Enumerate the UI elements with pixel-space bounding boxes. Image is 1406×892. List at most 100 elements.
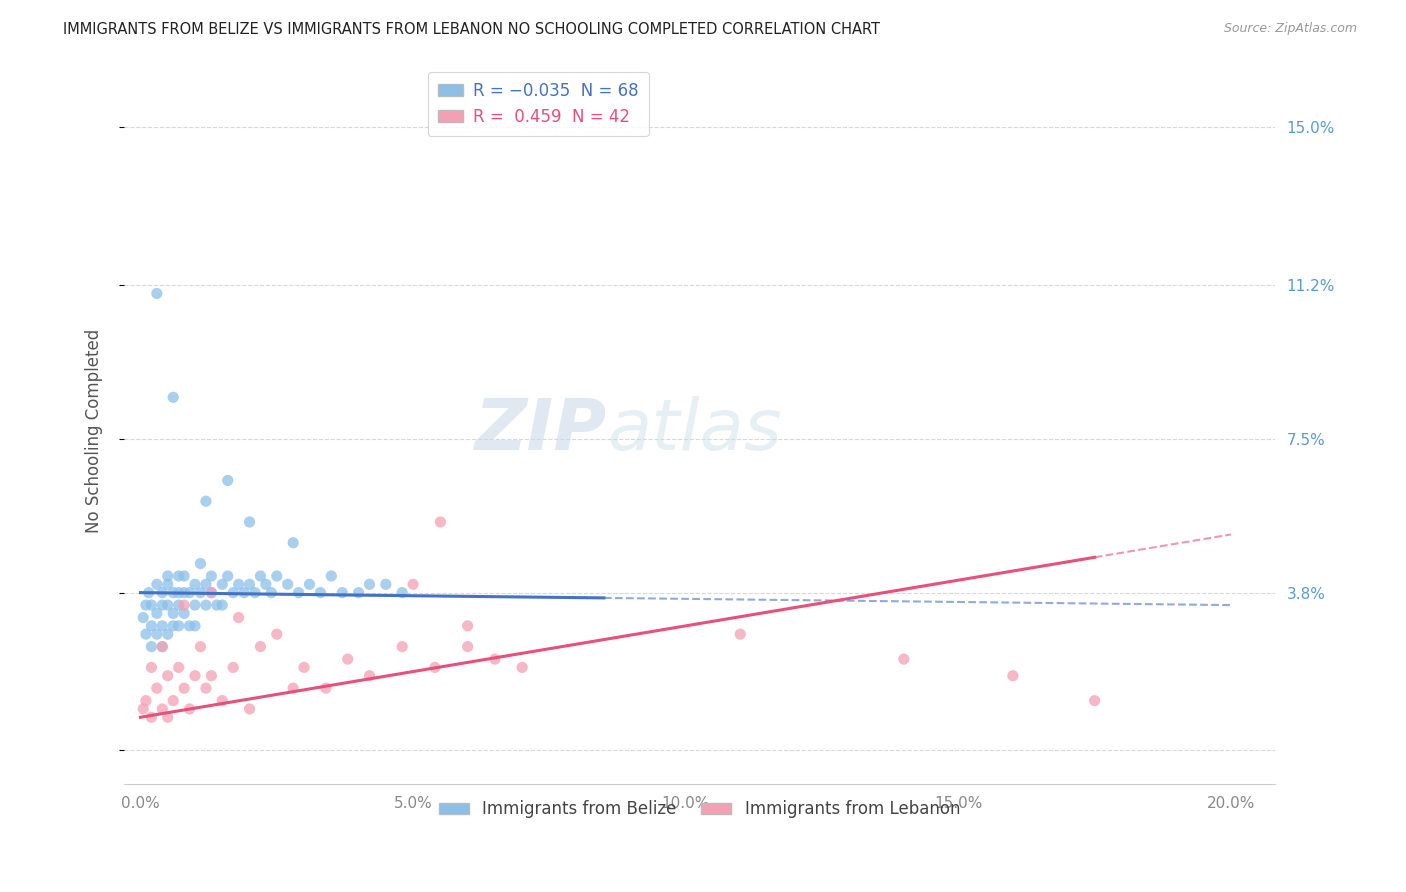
Point: [184, 619, 207, 633]
Point: [315, 681, 337, 695]
Point: [200, 569, 222, 583]
Point: [211, 693, 233, 707]
Point: [156, 710, 179, 724]
Point: [228, 610, 250, 624]
Text: atlas: atlas: [607, 396, 782, 465]
Point: [150, 640, 173, 654]
Point: [194, 577, 217, 591]
Point: [249, 640, 271, 654]
Point: [200, 669, 222, 683]
Point: [298, 577, 321, 591]
Point: [893, 652, 915, 666]
Point: [162, 585, 184, 599]
Point: [141, 619, 163, 633]
Text: IMMIGRANTS FROM BELIZE VS IMMIGRANTS FROM LEBANON NO SCHOOLING COMPLETED CORRELA: IMMIGRANTS FROM BELIZE VS IMMIGRANTS FRO…: [63, 22, 880, 37]
Point: [167, 585, 190, 599]
Point: [217, 474, 239, 488]
Point: [429, 515, 451, 529]
Point: [138, 585, 160, 599]
Point: [211, 598, 233, 612]
Point: [330, 585, 353, 599]
Point: [132, 702, 155, 716]
Point: [238, 515, 260, 529]
Point: [150, 702, 173, 716]
Point: [184, 669, 207, 683]
Point: [200, 585, 222, 599]
Point: [283, 681, 305, 695]
Point: [222, 585, 245, 599]
Point: [179, 702, 201, 716]
Point: [309, 585, 332, 599]
Text: Source: ZipAtlas.com: Source: ZipAtlas.com: [1223, 22, 1357, 36]
Point: [190, 640, 212, 654]
Point: [194, 494, 217, 508]
Point: [359, 577, 381, 591]
Point: [287, 585, 309, 599]
Point: [167, 569, 190, 583]
Point: [146, 681, 169, 695]
Y-axis label: No Schooling Completed: No Schooling Completed: [86, 328, 103, 533]
Point: [179, 619, 201, 633]
Point: [1001, 669, 1024, 683]
Point: [423, 660, 446, 674]
Point: [457, 619, 479, 633]
Point: [222, 660, 245, 674]
Point: [391, 585, 413, 599]
Point: [238, 577, 260, 591]
Point: [728, 627, 751, 641]
Point: [150, 619, 173, 633]
Point: [1084, 693, 1107, 707]
Point: [179, 585, 201, 599]
Point: [321, 569, 343, 583]
Point: [484, 652, 506, 666]
Point: [173, 681, 195, 695]
Point: [162, 619, 184, 633]
Point: [243, 585, 266, 599]
Point: [167, 660, 190, 674]
Point: [146, 286, 169, 301]
Point: [194, 598, 217, 612]
Point: [146, 607, 169, 621]
Point: [457, 640, 479, 654]
Point: [205, 598, 228, 612]
Point: [150, 585, 173, 599]
Point: [156, 627, 179, 641]
Point: [292, 660, 315, 674]
Point: [277, 577, 299, 591]
Point: [217, 569, 239, 583]
Point: [156, 598, 179, 612]
Legend: Immigrants from Belize, Immigrants from Lebanon: Immigrants from Belize, Immigrants from …: [432, 794, 967, 825]
Point: [211, 577, 233, 591]
Point: [150, 598, 173, 612]
Point: [167, 598, 190, 612]
Point: [132, 610, 155, 624]
Point: [167, 619, 190, 633]
Point: [146, 627, 169, 641]
Point: [190, 585, 212, 599]
Point: [141, 640, 163, 654]
Point: [336, 652, 359, 666]
Point: [184, 577, 207, 591]
Point: [184, 598, 207, 612]
Point: [162, 607, 184, 621]
Point: [173, 569, 195, 583]
Point: [162, 390, 184, 404]
Point: [233, 585, 256, 599]
Point: [141, 598, 163, 612]
Point: [156, 577, 179, 591]
Point: [254, 577, 277, 591]
Point: [200, 585, 222, 599]
Point: [510, 660, 533, 674]
Point: [238, 702, 260, 716]
Point: [173, 607, 195, 621]
Point: [374, 577, 396, 591]
Point: [391, 640, 413, 654]
Point: [249, 569, 271, 583]
Point: [141, 710, 163, 724]
Point: [150, 640, 173, 654]
Point: [162, 693, 184, 707]
Point: [146, 577, 169, 591]
Point: [173, 585, 195, 599]
Point: [156, 569, 179, 583]
Text: ZIP: ZIP: [475, 396, 607, 465]
